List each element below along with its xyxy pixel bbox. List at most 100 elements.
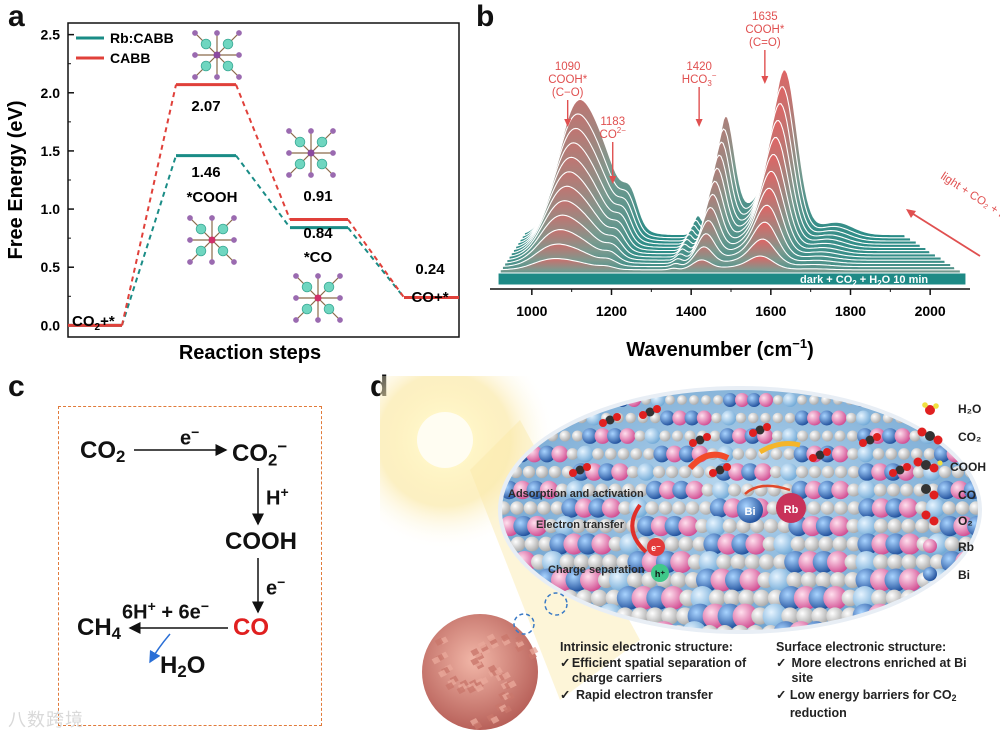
x-tick-label: 2000 <box>915 303 946 319</box>
legend-label-cabb: CABB <box>110 50 150 66</box>
lattice-atom <box>541 550 565 574</box>
step-label-co: *CO <box>304 249 333 266</box>
check-icon: ✓ <box>776 688 787 702</box>
lattice-atom <box>601 498 622 518</box>
lattice-atom <box>809 430 821 442</box>
particle-facet <box>487 664 497 673</box>
lattice-atom <box>527 515 548 537</box>
lattice-atom <box>665 395 675 405</box>
lattice-atom <box>573 554 590 570</box>
check-icon: ✓ <box>776 656 787 670</box>
lattice-atom <box>592 448 604 460</box>
lattice-atom <box>659 480 678 500</box>
lattice-atom <box>885 498 905 518</box>
lattice-atom <box>626 465 640 479</box>
lattice-atom <box>618 501 632 515</box>
lattice-atom <box>872 448 885 460</box>
lattice-atom <box>687 554 704 570</box>
lattice-atom <box>781 607 799 625</box>
particle-facet <box>466 685 476 694</box>
lattice-atom <box>690 586 715 610</box>
lattice-atom <box>566 480 585 500</box>
lattice-atom <box>646 607 664 625</box>
lattice-atom <box>559 554 575 570</box>
lattice-atom <box>925 498 946 518</box>
lattice-atom <box>887 483 900 497</box>
cooh-icon <box>913 457 943 473</box>
lattice-atom <box>794 410 810 426</box>
lattice-atom <box>652 465 666 479</box>
lattice-atom <box>713 395 723 405</box>
lattice-atom <box>537 501 551 515</box>
lattice-atom <box>753 589 770 607</box>
lattice-atom <box>723 589 741 607</box>
lattice-atom <box>538 536 554 552</box>
lattice-atom <box>645 480 665 500</box>
legend-rb: Rb <box>958 540 974 554</box>
lattice-atom <box>955 501 970 515</box>
lattice-atom <box>672 410 688 426</box>
schematic-illustration: Adsorption and activation Electron trans… <box>380 376 1000 738</box>
free-energy-chart: 0.0 0.5 1.0 1.5 2.0 2.5 Free Energy (eV) Reac… <box>5 22 460 364</box>
lattice-atom <box>590 589 608 607</box>
lattice-atom <box>634 430 646 442</box>
lattice-atom <box>510 536 526 552</box>
adsorbed-molecule <box>755 425 765 435</box>
step-label-final: CO+* <box>411 289 448 306</box>
lattice-atom <box>770 448 783 460</box>
lattice-atom <box>846 536 862 552</box>
lattice-atom <box>937 480 956 500</box>
surface-title: Surface electronic structure: <box>776 640 947 654</box>
particle-facet <box>486 633 496 642</box>
energy-connector-cabb-0 <box>121 84 177 326</box>
adsorbed-molecule <box>575 465 585 475</box>
crystal-inset-cabb <box>192 30 242 80</box>
lattice-atom <box>709 498 730 518</box>
mech-co: CO <box>233 614 269 641</box>
lattice-atom <box>847 483 861 497</box>
lattice-atom <box>815 571 832 589</box>
lattice-atom <box>728 463 746 481</box>
particle-facet <box>477 641 487 650</box>
lattice-atom <box>873 554 889 570</box>
lattice-atom <box>748 412 759 424</box>
lattice-atom <box>852 586 877 610</box>
lattice-atom <box>800 571 818 589</box>
lattice-atom <box>759 554 775 570</box>
y-tick-label: 2.0 <box>41 85 61 101</box>
lattice-atom <box>535 465 549 479</box>
lattice-atom <box>598 463 616 481</box>
lattice-atom <box>739 568 763 592</box>
lattice-atom <box>944 536 960 552</box>
lattice-atom <box>804 480 824 500</box>
lattice-atom <box>723 393 737 407</box>
lattice-atom <box>526 480 545 500</box>
adsorbed-molecule <box>815 450 825 460</box>
lattice-atom <box>746 625 765 632</box>
lattice-atom <box>635 483 649 497</box>
lattice-atom <box>887 554 903 570</box>
lattice-atom <box>763 518 779 534</box>
lattice-atom <box>857 480 877 500</box>
lattice-atom <box>672 480 691 500</box>
energy-connector-rbcabb-1 <box>235 154 291 229</box>
lattice-atom <box>819 410 835 426</box>
lattice-atom <box>759 393 773 407</box>
co-icon <box>921 484 939 500</box>
lattice-atom <box>612 518 627 534</box>
lattice-atom <box>721 410 737 426</box>
mech-e1: e− <box>180 424 200 450</box>
particle-facet <box>434 637 444 646</box>
lattice-atom <box>712 480 731 500</box>
x-tick-label: 1000 <box>516 303 547 319</box>
lattice-atom <box>622 483 635 497</box>
svg-text:1635: 1635 <box>752 11 778 23</box>
adsorbed-molecule <box>865 435 875 445</box>
intrinsic-item-2: ✓ Rapid electron transfer <box>560 688 713 702</box>
particle-facet <box>515 634 525 643</box>
lattice-atom <box>760 412 771 424</box>
check-icon: ✓ <box>560 656 571 670</box>
lattice-atom <box>602 554 618 570</box>
lattice-atom <box>738 589 756 607</box>
lattice-atom <box>685 501 700 515</box>
